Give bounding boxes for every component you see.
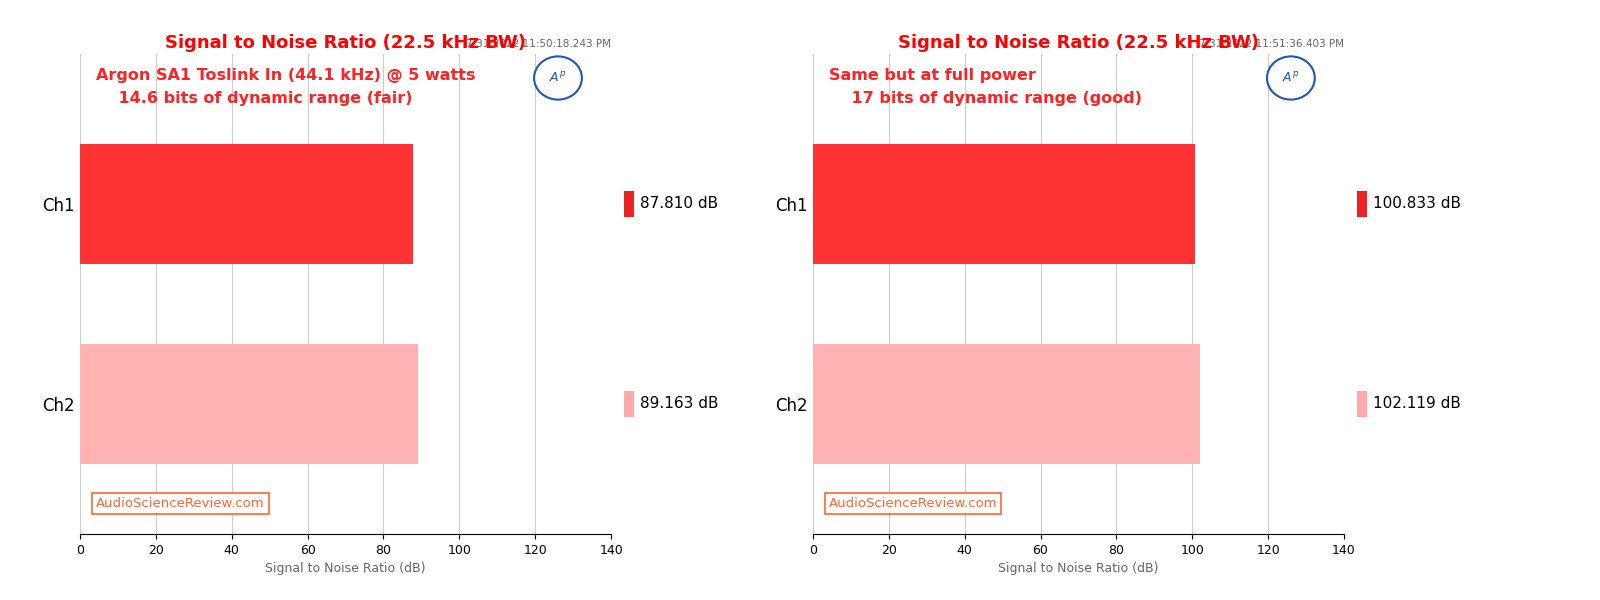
Text: AudioScienceReview.com: AudioScienceReview.com — [829, 497, 997, 510]
FancyBboxPatch shape — [1357, 391, 1366, 417]
Text: $\mathit{A}^p$: $\mathit{A}^p$ — [549, 71, 566, 85]
FancyBboxPatch shape — [624, 391, 634, 417]
Text: 100.833 dB: 100.833 dB — [1373, 196, 1461, 211]
Text: AudioScienceReview.com: AudioScienceReview.com — [96, 497, 264, 510]
Text: 102.119 dB: 102.119 dB — [1373, 397, 1461, 412]
Text: Argon SA1 Toslink In (44.1 kHz) @ 5 watts
    14.6 bits of dynamic range (fair): Argon SA1 Toslink In (44.1 kHz) @ 5 watt… — [96, 68, 475, 106]
Circle shape — [1267, 56, 1315, 100]
FancyBboxPatch shape — [624, 191, 634, 217]
Text: 89.163 dB: 89.163 dB — [640, 397, 718, 412]
Text: 7/31/2022 11:51:36.403 PM: 7/31/2022 11:51:36.403 PM — [1198, 39, 1344, 49]
X-axis label: Signal to Noise Ratio (dB): Signal to Noise Ratio (dB) — [266, 562, 426, 575]
Bar — [813, 344, 1200, 464]
Title: Signal to Noise Ratio (22.5 kHz BW): Signal to Noise Ratio (22.5 kHz BW) — [165, 34, 526, 52]
Text: $\mathit{A}^p$: $\mathit{A}^p$ — [1282, 71, 1299, 85]
Text: 87.810 dB: 87.810 dB — [640, 196, 718, 211]
Bar — [80, 344, 418, 464]
FancyBboxPatch shape — [1357, 191, 1366, 217]
Circle shape — [534, 56, 582, 100]
Title: Signal to Noise Ratio (22.5 kHz BW): Signal to Noise Ratio (22.5 kHz BW) — [898, 34, 1259, 52]
X-axis label: Signal to Noise Ratio (dB): Signal to Noise Ratio (dB) — [998, 562, 1158, 575]
Bar — [813, 144, 1195, 264]
Text: Same but at full power
    17 bits of dynamic range (good): Same but at full power 17 bits of dynami… — [829, 68, 1142, 106]
Bar — [80, 144, 413, 264]
Text: 7/31/2022 11:50:18.243 PM: 7/31/2022 11:50:18.243 PM — [466, 39, 611, 49]
